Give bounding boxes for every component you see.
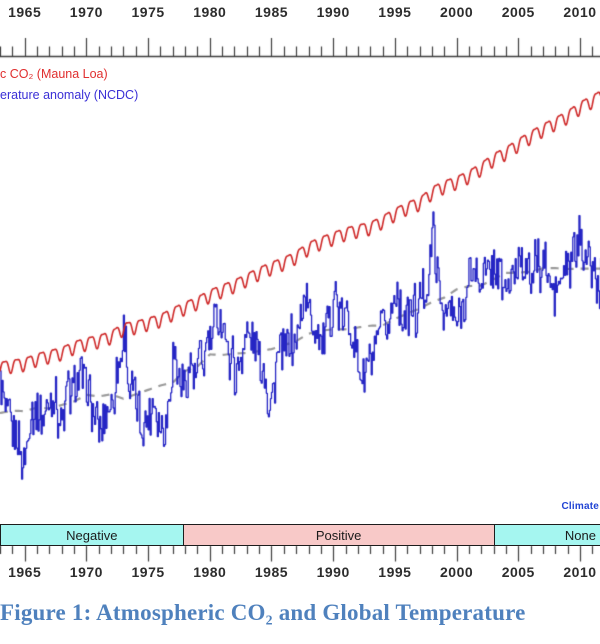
phase-segment-label: Negative: [66, 527, 118, 543]
bottom-axis-year-label: 2000: [440, 564, 474, 580]
top-axis-year-label: 2000: [440, 4, 474, 20]
top-axis-year-label: 1980: [193, 4, 227, 20]
top-axis-year-label: 1990: [316, 4, 350, 20]
watermark-climate: Climate: [561, 501, 599, 512]
phase-segment-positive: Positive: [182, 524, 494, 546]
top-axis-year-label: 1985: [254, 4, 289, 20]
top-axis-year-label: 1995: [378, 4, 412, 20]
top-axis-year-label: 1970: [69, 4, 103, 20]
bottom-axis-year-label: 1975: [131, 564, 165, 580]
figure-caption: Figure 1: Atmospheric CO₂ and Global Tem…: [0, 600, 526, 625]
chart-legend: c CO₂ (Mauna Loa) erature anomaly (NCDC): [0, 64, 138, 106]
bottom-axis-year-label: 2010: [563, 564, 597, 580]
bottom-axis-year-label: 1980: [193, 564, 227, 580]
bottom-axis-year-label: 1995: [378, 564, 412, 580]
top-axis-year-label: 2005: [501, 4, 535, 20]
bottom-axis-year-label: 1970: [69, 564, 103, 580]
phase-segment-none: None: [493, 524, 600, 546]
top-axis-year-label: 1975: [131, 4, 165, 20]
bottom-axis-year-label: 1990: [316, 564, 350, 580]
phase-segment-negative: Negative: [0, 524, 183, 546]
bottom-axis-year-label: 1985: [254, 564, 289, 580]
bottom-axis-year-label: 2005: [501, 564, 535, 580]
phase-segment-label: Positive: [315, 527, 362, 543]
bottom-axis-year-label: 1965: [8, 564, 42, 580]
legend-temp-label: erature anomaly (NCDC): [0, 88, 139, 102]
legend-co2-label: c CO₂ (Mauna Loa): [0, 67, 108, 81]
top-axis-year-label: 2010: [563, 4, 597, 20]
phase-bar: Negative Positive None: [0, 524, 600, 546]
phase-segment-label: None: [564, 527, 596, 543]
top-axis-year-label: 1965: [8, 4, 42, 20]
